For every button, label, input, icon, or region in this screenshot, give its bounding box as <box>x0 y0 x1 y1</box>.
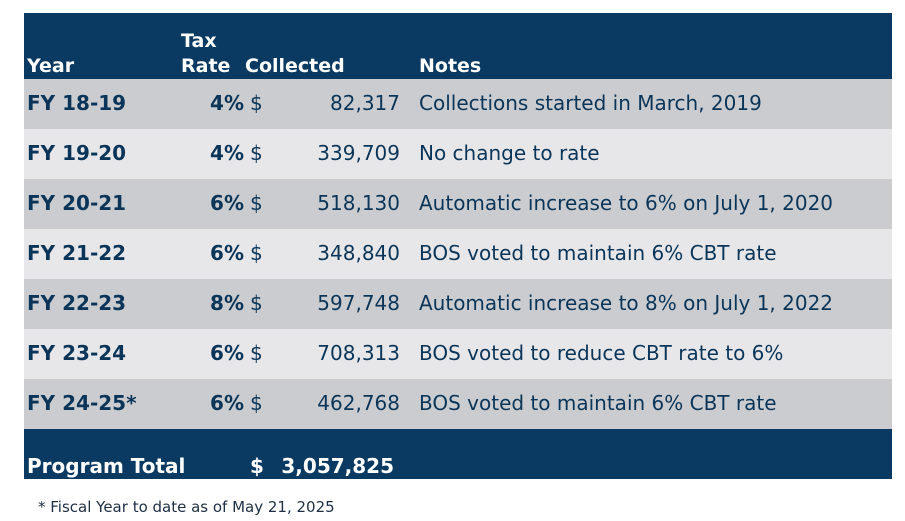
header-collected: Collected <box>245 55 345 77</box>
row-note: BOS voted to maintain 6% CBT rate <box>419 241 777 265</box>
table-row: FY 19-20 4% $ 339,709 No change to rate <box>24 129 892 179</box>
total-label: Program Total <box>27 454 186 478</box>
row-collected: 339,709 <box>317 141 400 165</box>
header-tax-rate-line1: Tax <box>181 30 217 52</box>
total-amount: 3,057,825 <box>281 454 394 478</box>
row-currency: $ <box>250 91 263 115</box>
row-note: No change to rate <box>419 141 600 165</box>
row-currency: $ <box>250 191 263 215</box>
table-row: FY 24-25* 6% $ 462,768 BOS voted to main… <box>24 379 892 429</box>
table-row: FY 23-24 6% $ 708,313 BOS voted to reduc… <box>24 329 892 379</box>
footnote: * Fiscal Year to date as of May 21, 2025 <box>38 498 335 516</box>
row-tax-rate: 4% <box>210 91 244 115</box>
row-collected: 708,313 <box>317 341 400 365</box>
row-note: Automatic increase to 8% on July 1, 2022 <box>419 291 834 315</box>
row-currency: $ <box>250 341 263 365</box>
row-tax-rate: 8% <box>210 291 244 315</box>
row-collected: 462,768 <box>317 391 400 415</box>
row-collected: 518,130 <box>317 191 400 215</box>
table-row: FY 22-23 8% $ 597,748 Automatic increase… <box>24 279 892 329</box>
total-row: Program Total $ 3,057,825 <box>24 429 892 479</box>
row-collected: 597,748 <box>317 291 400 315</box>
row-collected: 348,840 <box>317 241 400 265</box>
row-tax-rate: 6% <box>210 191 244 215</box>
row-currency: $ <box>250 291 263 315</box>
row-year: FY 24-25* <box>27 391 137 415</box>
header-tax-rate-line2: Rate <box>181 55 231 77</box>
total-currency: $ <box>250 454 264 478</box>
table-header: Year Tax Rate Collected Notes <box>24 13 892 79</box>
header-year: Year <box>27 55 75 77</box>
row-note: Automatic increase to 6% on July 1, 2020 <box>419 191 834 215</box>
row-currency: $ <box>250 141 263 165</box>
row-note: BOS voted to reduce CBT rate to 6% <box>419 341 784 365</box>
row-year: FY 22-23 <box>27 291 127 315</box>
row-tax-rate: 6% <box>210 341 244 365</box>
row-year: FY 21-22 <box>27 241 127 265</box>
row-tax-rate: 6% <box>210 241 244 265</box>
row-tax-rate: 6% <box>210 391 244 415</box>
header-notes: Notes <box>419 55 482 77</box>
row-currency: $ <box>250 391 263 415</box>
row-note: Collections started in March, 2019 <box>419 91 762 115</box>
row-collected: 82,317 <box>330 91 400 115</box>
row-note: BOS voted to maintain 6% CBT rate <box>419 391 777 415</box>
table-row: FY 21-22 6% $ 348,840 BOS voted to maint… <box>24 229 892 279</box>
row-year: FY 23-24 <box>27 341 127 365</box>
table-row: FY 20-21 6% $ 518,130 Automatic increase… <box>24 179 892 229</box>
table-row: FY 18-19 4% $ 82,317 Collections started… <box>24 79 892 129</box>
row-currency: $ <box>250 241 263 265</box>
row-tax-rate: 4% <box>210 141 244 165</box>
tax-collections-table: Year Tax Rate Collected Notes FY 18-19 4… <box>24 13 892 479</box>
row-year: FY 19-20 <box>27 141 127 165</box>
row-year: FY 20-21 <box>27 191 127 215</box>
row-year: FY 18-19 <box>27 91 127 115</box>
